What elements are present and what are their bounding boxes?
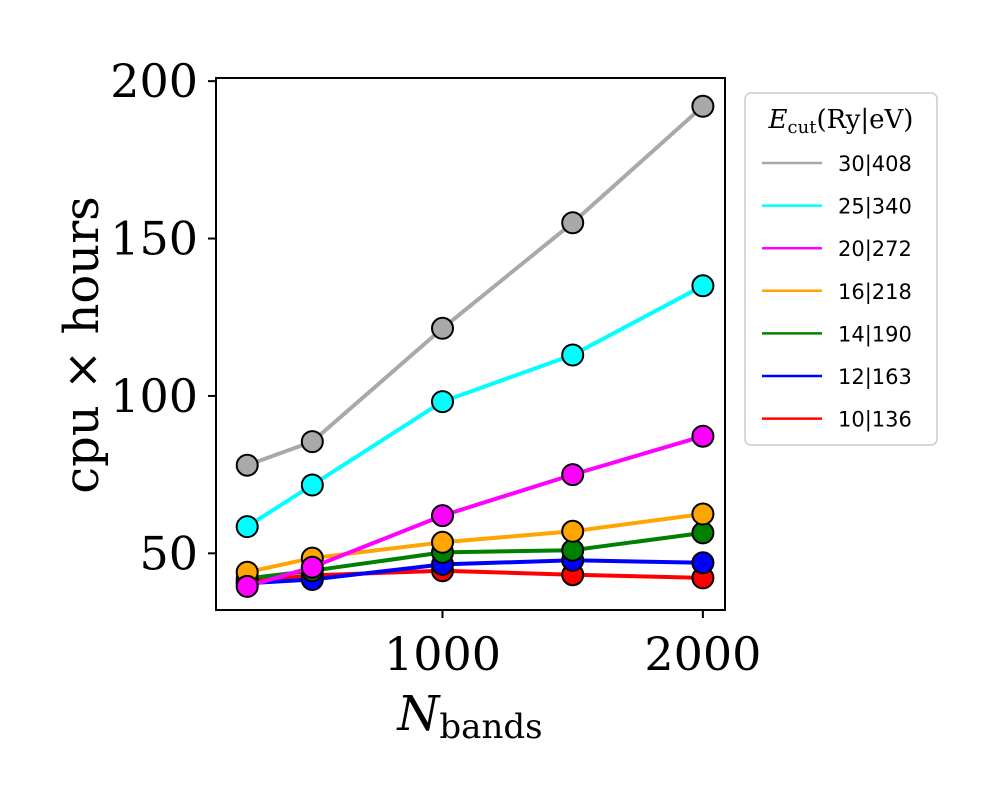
- plot-area: [235, 94, 715, 598]
- series-line-30-408: [246, 104, 705, 468]
- data-point: [561, 343, 585, 367]
- data-point: [235, 574, 259, 598]
- data-point: [691, 94, 715, 118]
- data-point: [691, 521, 715, 545]
- data-point: [691, 424, 715, 448]
- y-axis-label: cpu × hours: [54, 196, 110, 494]
- y-tick-label: 200: [110, 54, 198, 108]
- data-point: [691, 551, 715, 575]
- legend-entry-label: 12|163: [838, 365, 912, 390]
- data-point: [431, 390, 454, 414]
- data-point: [235, 453, 259, 477]
- legend-entry-label: 10|136: [838, 408, 912, 433]
- legend: Ecut(Ry|eV) 30|408 25|340 20|272 16|218 14|1…: [744, 92, 938, 446]
- data-point: [561, 211, 585, 235]
- legend-entry-label: 25|340: [838, 195, 912, 220]
- data-point: [300, 555, 324, 579]
- y-tick-label: 100: [110, 369, 198, 423]
- data-point: [300, 473, 324, 497]
- x-axis-label: Nbands: [396, 686, 542, 747]
- data-point: [561, 538, 585, 562]
- legend-title: Ecut(Ry|eV): [768, 105, 914, 138]
- data-point: [561, 519, 585, 543]
- legend-entries: 30|408 25|340 20|272 16|218 14|190 12|163 10|1…: [762, 152, 912, 433]
- x-tick-label: 2000: [644, 627, 761, 681]
- legend-entry-label: 16|218: [838, 280, 912, 305]
- data-point: [431, 316, 454, 340]
- y-tick-label: 150: [110, 212, 198, 266]
- data-point: [300, 430, 324, 454]
- data-point: [691, 502, 715, 526]
- data-point: [431, 504, 454, 528]
- data-point: [561, 463, 585, 487]
- axis-ticks: 1000 2000 50 100 150 200: [110, 54, 761, 681]
- legend-entry-label: 30|408: [838, 152, 912, 177]
- legend-entry-label: 14|190: [838, 322, 912, 347]
- data-point: [691, 274, 715, 298]
- plot-frame: [215, 77, 726, 611]
- data-point: [431, 530, 454, 554]
- data-point: [235, 515, 259, 539]
- legend-entry-label: 20|272: [838, 237, 912, 262]
- x-tick-label: 1000: [384, 627, 501, 681]
- y-tick-label: 50: [139, 526, 198, 580]
- legend-box: [744, 92, 938, 446]
